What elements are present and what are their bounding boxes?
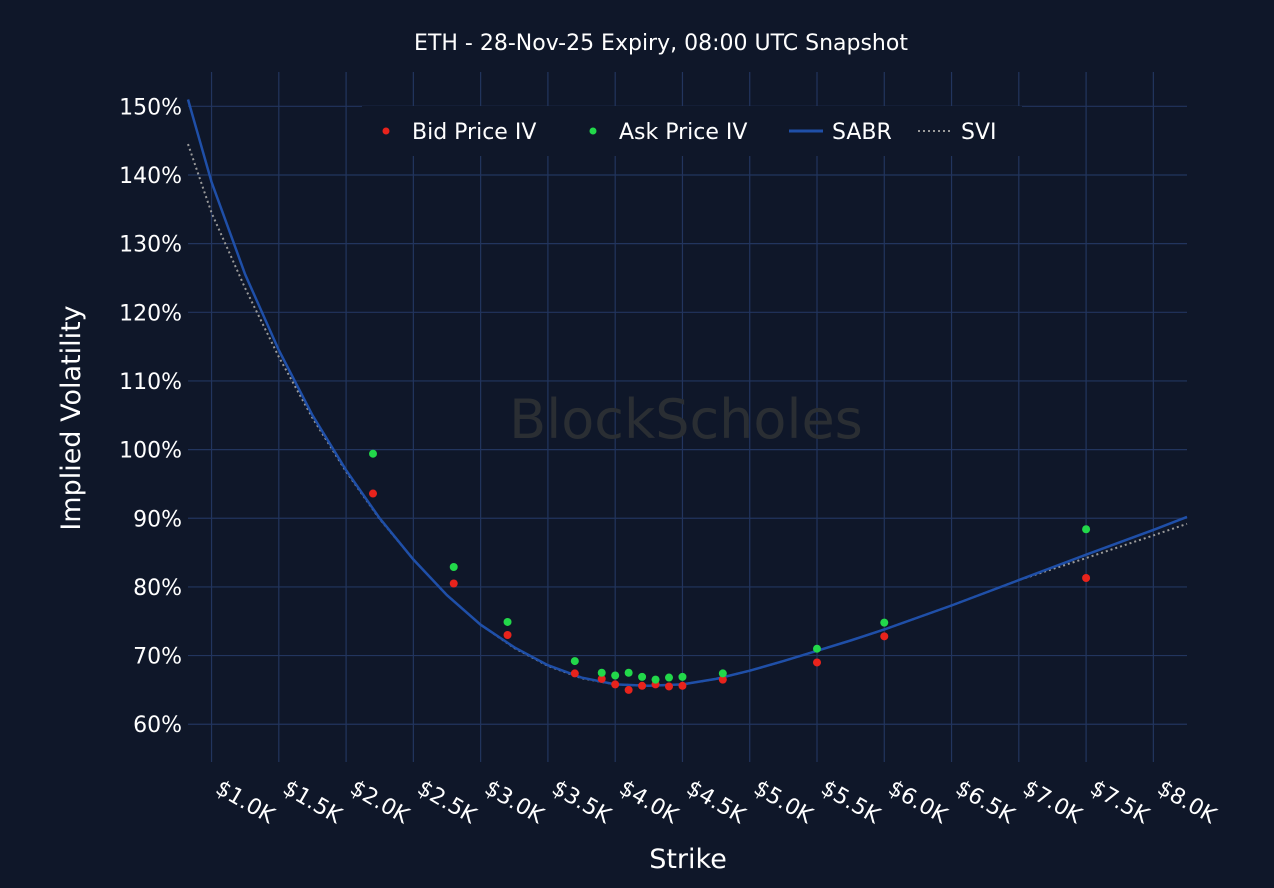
bid-point [718, 675, 727, 684]
ask-point [1082, 525, 1091, 534]
legend-background [362, 106, 1022, 156]
chart-title: ETH - 28-Nov-25 Expiry, 08:00 UTC Snapsh… [414, 31, 908, 56]
y-tick-label: 80% [133, 576, 182, 601]
y-tick-label: 120% [119, 301, 182, 326]
bid-point [880, 632, 889, 641]
grid [188, 72, 1187, 762]
watermark: BlockScholes [509, 388, 863, 451]
ask-point [638, 672, 647, 681]
ask-point [718, 669, 727, 678]
ask-point [651, 675, 660, 684]
ask-series [369, 449, 1091, 684]
ask-point [624, 668, 633, 677]
bid-point [503, 630, 512, 639]
y-tick-label: 100% [119, 439, 182, 464]
x-axis-title: Strike [649, 844, 727, 875]
y-axis-ticks: 60% 70% 80% 90% 100% 110% 120% 130% 140% 150% [119, 95, 182, 738]
ask-point [570, 657, 579, 666]
ask-point [813, 644, 821, 653]
legend-svi-label: SVI [961, 120, 997, 145]
ask-point [369, 449, 377, 458]
ask-point [665, 673, 673, 682]
legend-ask-label: Ask Price IV [619, 120, 747, 145]
y-tick-label: 140% [119, 164, 182, 189]
y-tick-label: 110% [119, 370, 182, 395]
bid-point [570, 669, 579, 678]
y-tick-label: 150% [119, 95, 182, 120]
legend-sabr-label: SABR [832, 120, 892, 145]
ask-point [611, 671, 620, 680]
ask-point [880, 618, 889, 627]
bid-point [449, 579, 458, 588]
bid-point [665, 682, 673, 691]
legend-bid-marker [382, 127, 390, 135]
ask-point [597, 668, 606, 677]
bid-point [813, 658, 821, 667]
y-tick-label: 130% [119, 233, 182, 258]
legend: Bid Price IV Ask Price IV SABR SVI [362, 106, 1022, 156]
y-axis-title: Implied Volatility [56, 305, 87, 530]
bid-point [611, 680, 620, 689]
y-tick-label: 70% [133, 645, 182, 670]
bid-point [1082, 574, 1091, 582]
bid-point [678, 681, 687, 690]
ask-point [503, 617, 512, 626]
ask-point [449, 563, 458, 572]
bid-series [369, 489, 1091, 694]
legend-ask-marker [589, 127, 597, 135]
bid-point [624, 685, 633, 694]
y-tick-label: 60% [133, 713, 182, 738]
legend-bid-label: Bid Price IV [412, 120, 536, 145]
y-tick-label: 90% [133, 507, 182, 532]
bid-point [638, 681, 647, 690]
ask-point [678, 672, 687, 681]
bid-point [597, 674, 606, 683]
bid-point [369, 489, 377, 498]
